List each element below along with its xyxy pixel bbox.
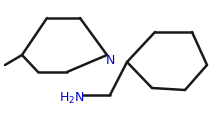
Text: N: N bbox=[105, 54, 115, 67]
Text: H$_2$N: H$_2$N bbox=[59, 90, 85, 106]
